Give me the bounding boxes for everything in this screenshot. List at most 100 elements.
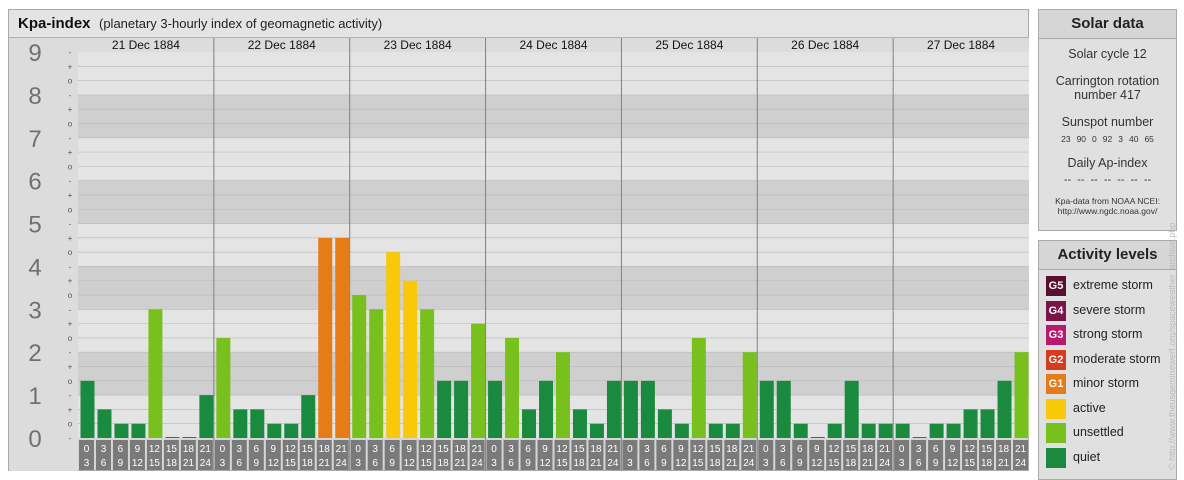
time-end-label: 6 — [508, 458, 514, 469]
time-start-label: 12 — [149, 444, 161, 455]
time-cell — [605, 440, 621, 470]
chart-title: Kpa-index — [18, 15, 91, 32]
sunspot-value: 0 — [1092, 134, 1097, 144]
time-end-label: 3 — [220, 458, 226, 469]
time-start-label: 0 — [355, 444, 361, 455]
sub-tick-label: - — [69, 134, 72, 143]
level-label: extreme storm — [1073, 278, 1153, 292]
time-cell — [214, 440, 230, 470]
kp-bar — [810, 437, 825, 438]
time-start-label: 21 — [200, 444, 212, 455]
time-cell — [384, 440, 400, 470]
time-start-label: 15 — [302, 444, 314, 455]
sunspot-value: 3 — [1118, 134, 1123, 144]
kp-bar — [878, 423, 893, 438]
kp-bar — [980, 409, 995, 438]
time-end-label: 18 — [438, 458, 450, 469]
y-tick-label: 6 — [28, 169, 41, 196]
time-cell — [758, 440, 774, 470]
time-end-label: 12 — [404, 458, 416, 469]
kp-bar — [352, 295, 367, 438]
sunspot-value: 23 — [1061, 134, 1071, 144]
level-label: moderate storm — [1073, 351, 1161, 366]
time-cell — [979, 440, 995, 470]
ap-value: -- — [1143, 174, 1152, 186]
time-cell — [741, 440, 757, 470]
kp-bar — [97, 409, 112, 438]
time-cell — [554, 440, 570, 470]
kp-bar — [963, 409, 978, 438]
time-end-label: 6 — [237, 458, 243, 469]
time-cell — [299, 440, 315, 470]
time-cell — [180, 440, 196, 470]
day-label: 27 Dec 1884 — [927, 38, 995, 52]
time-cell — [588, 440, 604, 470]
kp-bar — [572, 409, 587, 438]
kp-bar — [691, 337, 706, 438]
ap-value: -- — [1130, 174, 1138, 186]
time-end-label: 15 — [149, 458, 161, 469]
sub-tick-column — [61, 38, 78, 471]
time-cell — [452, 440, 468, 470]
time-start-label: 15 — [709, 444, 721, 455]
kp-bar — [233, 409, 248, 438]
ap-value: -- — [1063, 174, 1072, 186]
sub-tick-label: o — [68, 291, 73, 300]
time-start-label: 3 — [508, 444, 514, 455]
sub-tick-label: - — [69, 262, 72, 271]
time-cell — [911, 440, 927, 470]
time-end-label: 12 — [268, 458, 280, 469]
time-end-label: 9 — [389, 458, 395, 469]
kp-bar — [216, 337, 231, 438]
kp-bar — [403, 280, 418, 438]
time-end-label: 21 — [726, 458, 738, 469]
time-cell — [265, 440, 281, 470]
time-end-label: 24 — [743, 458, 755, 469]
kp-bar — [708, 423, 723, 438]
kpa-chart-panel: Kpa-index (planetary 3-hourly index of g… — [8, 9, 1029, 471]
time-cell — [792, 440, 808, 470]
level-swatch: G1 — [1046, 374, 1066, 394]
time-start-label: 21 — [743, 444, 755, 455]
sub-tick-label: + — [68, 62, 73, 71]
time-cell — [95, 440, 111, 470]
kp-bar — [148, 309, 163, 438]
kp-bar — [165, 437, 180, 438]
time-start-label: 6 — [525, 444, 531, 455]
time-cell — [639, 440, 655, 470]
time-start-label: 3 — [916, 444, 922, 455]
kp-bar — [827, 423, 842, 438]
kp-bar — [640, 380, 655, 438]
level-swatch: G2 — [1046, 349, 1066, 370]
kp-bar — [318, 237, 333, 438]
day-label: 22 Dec 1884 — [248, 38, 316, 52]
time-cell — [401, 440, 417, 470]
time-start-label: 12 — [421, 444, 433, 455]
day-label: 23 Dec 1884 — [384, 38, 452, 52]
time-start-label: 0 — [627, 444, 633, 455]
kp-bar — [657, 409, 672, 438]
sub-tick-label: - — [69, 391, 72, 400]
time-end-label: 6 — [101, 458, 107, 469]
sub-tick-label: - — [69, 434, 72, 443]
kp-bar — [437, 380, 452, 438]
level-label: minor storm — [1073, 376, 1139, 390]
time-end-label: 3 — [899, 458, 905, 469]
sunspot-value: 92 — [1102, 134, 1113, 144]
time-end-label: 21 — [455, 458, 467, 469]
time-end-label: 15 — [285, 458, 297, 469]
ap-heading: Daily Ap-index — [1067, 156, 1148, 170]
sunspot-heading: Sunspot number — [1061, 115, 1154, 129]
time-start-label: 6 — [933, 444, 939, 455]
sub-tick-label: o — [68, 248, 73, 257]
time-end-label: 3 — [763, 458, 769, 469]
time-cell — [418, 440, 434, 470]
time-start-label: 9 — [542, 444, 548, 455]
kp-bar — [250, 409, 265, 438]
level-band — [78, 309, 1029, 353]
time-end-label: 18 — [302, 458, 314, 469]
sub-tick-label: - — [69, 48, 72, 57]
time-start-label: 9 — [950, 444, 956, 455]
time-end-label: 24 — [1015, 458, 1027, 469]
time-cell — [571, 440, 587, 470]
